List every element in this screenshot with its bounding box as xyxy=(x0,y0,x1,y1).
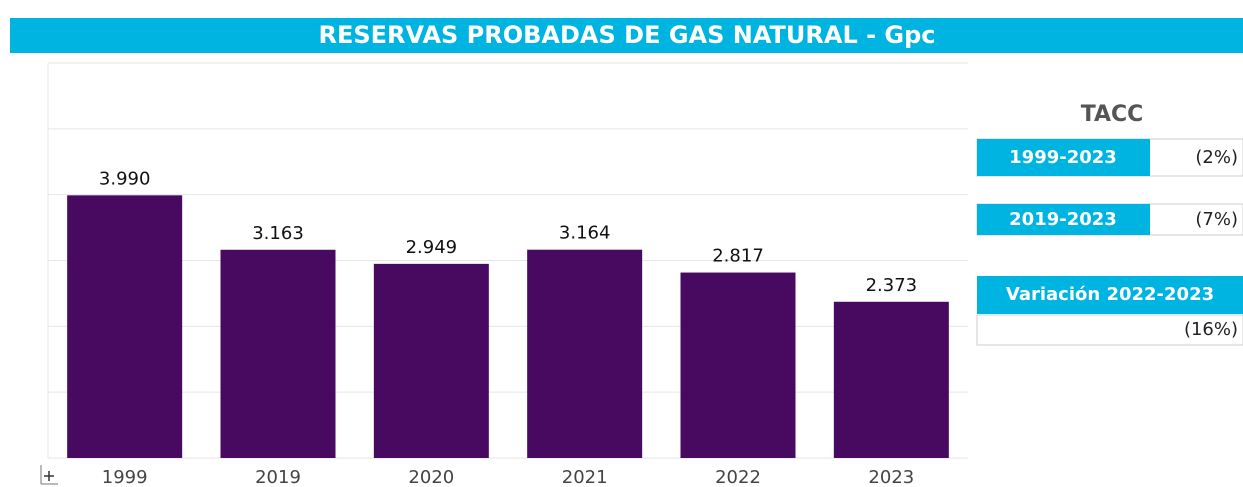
variation-box xyxy=(976,314,1243,346)
row-label: 2019-2023 xyxy=(1009,209,1117,230)
data-label: 2.817 xyxy=(712,246,764,267)
row-label: 1999-2023 xyxy=(1009,147,1117,168)
row-value: (2%) xyxy=(1195,147,1238,168)
variation-value: (16%) xyxy=(1184,319,1238,340)
plus-icon xyxy=(40,465,58,485)
bar xyxy=(833,301,949,458)
bar xyxy=(527,249,643,458)
panel-title: TACC xyxy=(1081,102,1144,127)
data-label: 3.163 xyxy=(252,223,304,244)
bar xyxy=(373,263,489,458)
row-label-cell xyxy=(977,204,1150,235)
x-tick-label: 2023 xyxy=(868,467,914,487)
x-tick-label: 1999 xyxy=(102,467,148,487)
data-label: 2.373 xyxy=(866,275,918,296)
chart-title: RESERVAS PROBADAS DE GAS NATURAL - Gpc xyxy=(318,21,935,49)
x-tick-label: 2022 xyxy=(715,467,761,487)
data-label: 3.164 xyxy=(559,223,611,244)
variation-header xyxy=(977,276,1243,314)
data-label: 3.990 xyxy=(99,168,151,189)
bar xyxy=(67,195,183,458)
row-value: (7%) xyxy=(1195,209,1238,230)
variation-label: Variación 2022-2023 xyxy=(1006,284,1214,305)
row-label-cell xyxy=(977,139,1150,176)
data-label: 2.949 xyxy=(406,237,458,258)
x-tick-label: 2021 xyxy=(562,467,608,487)
title-bar xyxy=(10,18,1243,53)
x-tick-label: 2020 xyxy=(408,467,454,487)
x-tick-label: 2019 xyxy=(255,467,301,487)
bar xyxy=(680,272,796,458)
bar xyxy=(220,249,336,458)
